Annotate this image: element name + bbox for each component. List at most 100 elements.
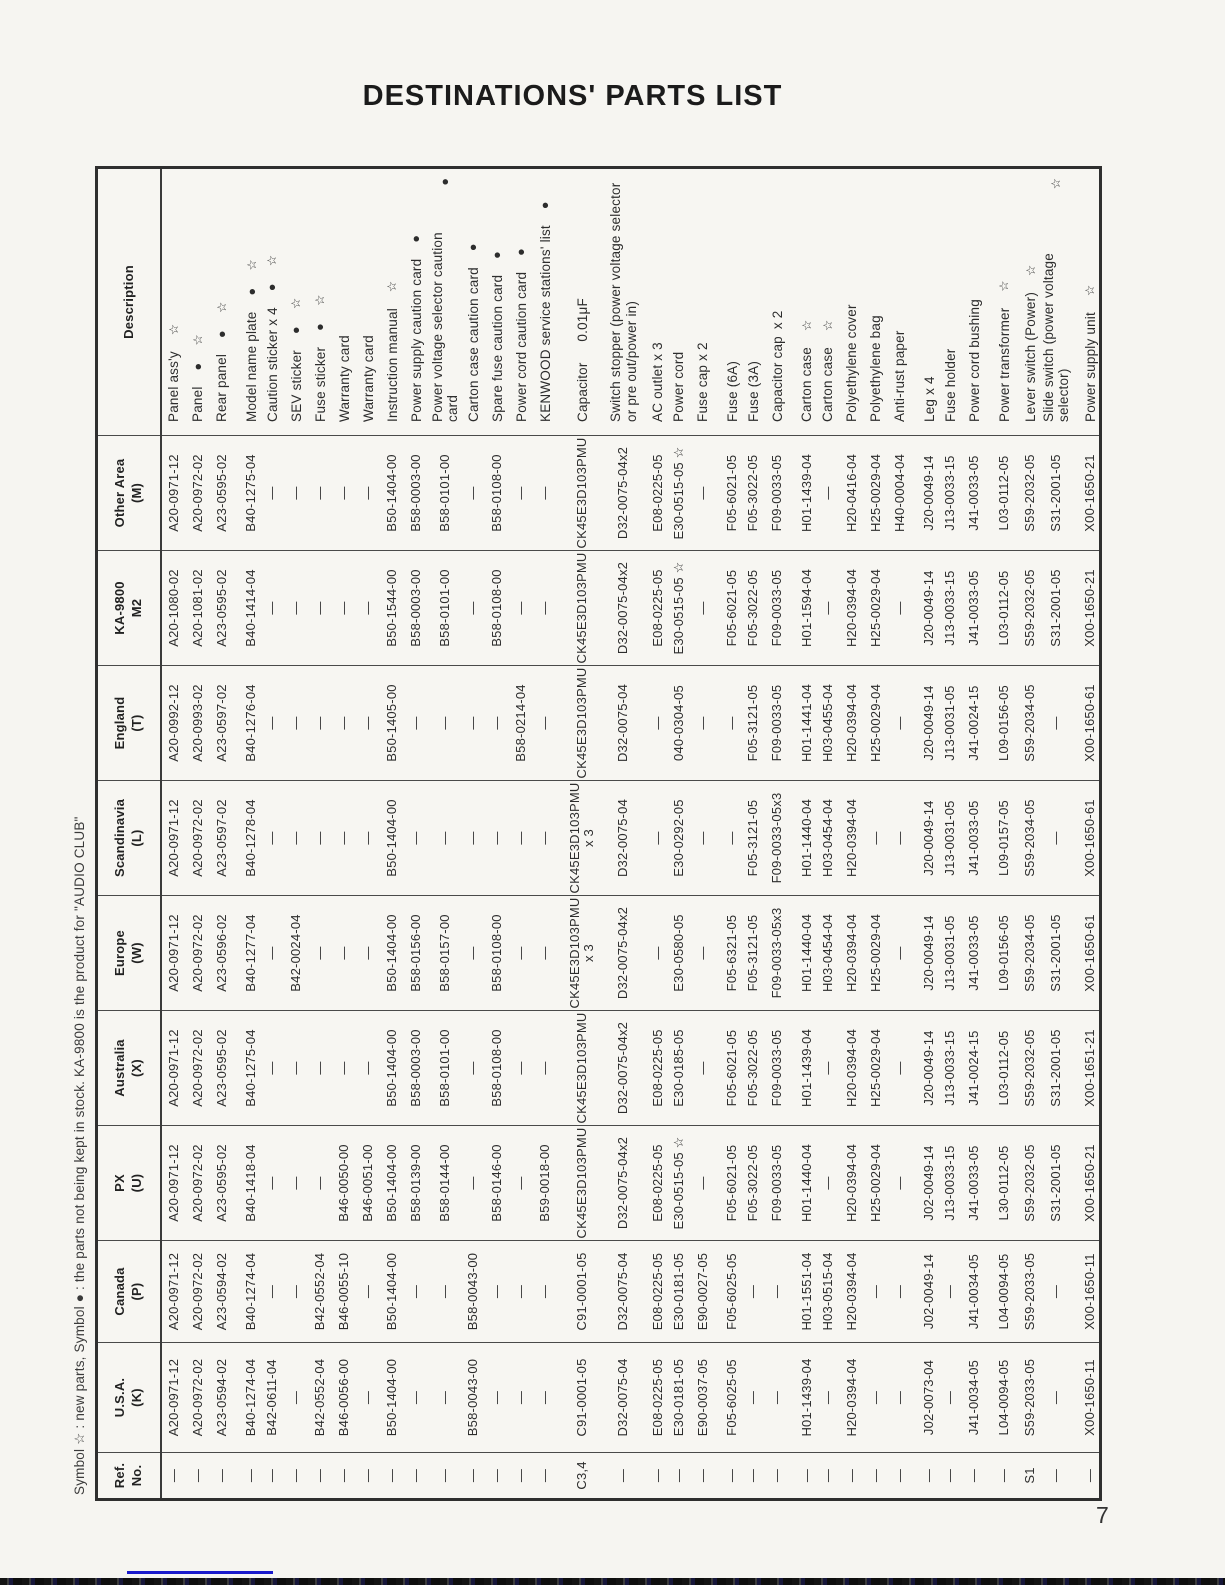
cell-australia: E08-0225-05 <box>640 1011 667 1126</box>
cell-usa: — <box>509 1343 534 1453</box>
status-symbols: ● <box>490 244 505 259</box>
cell-ref: — <box>724 1468 740 1483</box>
cell-usa: — <box>741 1343 766 1453</box>
cell-scandinavia: E30-0292-05 <box>666 781 691 896</box>
cell-scandinavia: — <box>714 781 742 896</box>
cell-scandinavia: — <box>356 781 381 896</box>
cell-australia: — <box>690 1011 715 1126</box>
table-row: — — — B58-0144-00 B58-0101-00 B58-0157-00— — B5… <box>428 169 462 1498</box>
cell-england: A20-0992-12 <box>162 666 186 781</box>
cell-usa: E30-0181-05 <box>666 1343 691 1453</box>
cell-australia: B58-0003-00 <box>404 1011 429 1126</box>
cell-other: L03-0112-05 <box>986 436 1014 551</box>
cell-other: A20-0971-12 <box>162 436 186 551</box>
cell-scandinavia: — <box>404 781 429 896</box>
table-row: — H20-0394-04 H20-0394-04 H20-0394-04 H20-03… <box>840 169 864 1498</box>
cell-scandinavia: H01-1440-04 <box>789 781 816 896</box>
cell-other: S31-2001-05 <box>1039 436 1073 551</box>
cell-px: — <box>509 1126 534 1241</box>
cell-europe: B42-0024-04 <box>284 896 309 1011</box>
status-symbols: ● <box>409 228 424 243</box>
column-header-europe: Europe (W) <box>98 896 160 1011</box>
cell-england: J41-0024-15 <box>962 666 987 781</box>
cell-ka9800: A20-1081-02 <box>186 551 210 666</box>
cell-description: Rear panel ● ☆ <box>210 169 234 436</box>
cell-description: AC outlet x 3 <box>640 169 667 436</box>
cell-ref: — <box>489 1468 505 1483</box>
table-row: — B42-0552-04 B42-0552-04— — — — — — — Fuse stick… <box>308 169 333 1498</box>
cell-england: B58-0214-04 <box>509 666 534 781</box>
cell-canada: F05-6025-05 <box>714 1241 742 1343</box>
cell-usa: D32-0075-04 <box>598 1343 641 1453</box>
cell-australia: — <box>284 1011 309 1126</box>
cell-australia: X00-1651-21 <box>1072 1011 1100 1126</box>
cell-ka9800: B58-0108-00 <box>485 551 510 666</box>
cell-ka9800: A20-1080-02 <box>162 551 186 666</box>
cell-scandinavia: B40-1278-04 <box>234 781 261 896</box>
cell-px: J02-0049-14 <box>912 1126 939 1241</box>
cell-px: — <box>888 1126 912 1241</box>
cell-usa: — <box>888 1343 912 1453</box>
cell-europe: F05-6321-05 <box>714 896 742 1011</box>
table-body: — A20-0971-12 A20-0971-12 A20-0971-12 A20-09… <box>162 169 1100 1498</box>
status-symbols: ☆ <box>1048 171 1063 190</box>
cell-england: H01-1441-04 <box>789 666 816 781</box>
cell-ka9800: H20-0394-04 <box>840 551 864 666</box>
cell-description: Power supply caution card ● <box>404 169 429 436</box>
cell-ref: — <box>408 1468 424 1483</box>
table-row: — B46-0056-00 B46-0055-10 B46-0050-00— — — — — —… <box>332 169 357 1498</box>
cell-ka9800: H25-0029-04 <box>864 551 888 666</box>
cell-other: — <box>816 436 840 551</box>
cell-canada: B50-1404-00 <box>380 1241 405 1343</box>
cell-usa: — <box>533 1343 558 1453</box>
cell-europe: H25-0029-04 <box>864 896 888 1011</box>
cell-australia: — <box>816 1011 840 1126</box>
cell-canada: L04-0094-05 <box>986 1241 1014 1343</box>
cell-usa: F05-6025-05 <box>714 1343 742 1453</box>
cell-ref: — <box>1081 1468 1097 1483</box>
cell-ka9800: H01-1594-04 <box>789 551 816 666</box>
scan-edge-artifact <box>0 1578 1225 1585</box>
cell-other: B58-0108-00 <box>485 436 510 551</box>
cell-ka9800: B58-0101-00 <box>428 551 462 666</box>
table-row: — — — B59-0018-00— — — — — — KENWOOD service stat… <box>533 169 558 1498</box>
cell-ref: — <box>966 1468 982 1483</box>
cell-usa: C91-0001-05 <box>557 1343 599 1453</box>
cell-usa: E08-0225-05 <box>640 1343 667 1453</box>
cell-europe: — <box>640 896 667 1011</box>
cell-px: B58-0144-00 <box>428 1126 462 1241</box>
page-number: 7 <box>1096 1502 1109 1528</box>
cell-england: — <box>640 666 667 781</box>
column-header-ka9800: KA-9800 M2 <box>98 551 160 666</box>
table-row: — X00-1650-11 X00-1650-11 X00-1650-21 X00-16… <box>1072 169 1100 1498</box>
cell-ref: S1 <box>1022 1467 1038 1484</box>
cell-canada: H01-1551-04 <box>789 1241 816 1343</box>
cell-canada: — <box>260 1241 285 1343</box>
cell-australia: S31-2001-05 <box>1039 1011 1073 1126</box>
cell-usa: — <box>284 1343 309 1453</box>
cell-australia: CK45E3D103PMU <box>557 1011 599 1126</box>
cell-other: H01-1439-04 <box>789 436 816 551</box>
cell-scandinavia: CK45E3D103PMU x 3 <box>557 781 599 896</box>
cell-europe: — <box>356 896 381 1011</box>
cell-other: E08-0225-05 <box>640 436 667 551</box>
cell-other: A23-0595-02 <box>210 436 234 551</box>
cell-australia: H20-0394-04 <box>840 1011 864 1126</box>
cell-europe: B40-1277-04 <box>234 896 261 1011</box>
cell-other: CK45E3D103PMU <box>557 436 599 551</box>
cell-england: — <box>260 666 285 781</box>
cell-ka9800: — <box>509 551 534 666</box>
table-row: — — — F09-0033-05 F09-0033-05 F09-0033-05x3 F0… <box>765 169 790 1498</box>
cell-europe: A20-0972-02 <box>186 896 210 1011</box>
cell-description: Polyethylene bag <box>864 169 888 436</box>
cell-description: Capacitor 0.01μF <box>557 169 599 436</box>
cell-europe: — <box>461 896 486 1011</box>
cell-ref: — <box>384 1468 400 1483</box>
table-row: — B42-0611-04— — — — — — — — Caution sticker x 4 ●… <box>260 169 285 1498</box>
status-symbols: ● <box>514 241 529 256</box>
cell-australia: — <box>533 1011 558 1126</box>
cell-canada: — <box>509 1241 534 1343</box>
cell-england: — <box>533 666 558 781</box>
status-symbols: ☆ <box>385 273 400 293</box>
column-header-description: Description <box>98 169 160 436</box>
